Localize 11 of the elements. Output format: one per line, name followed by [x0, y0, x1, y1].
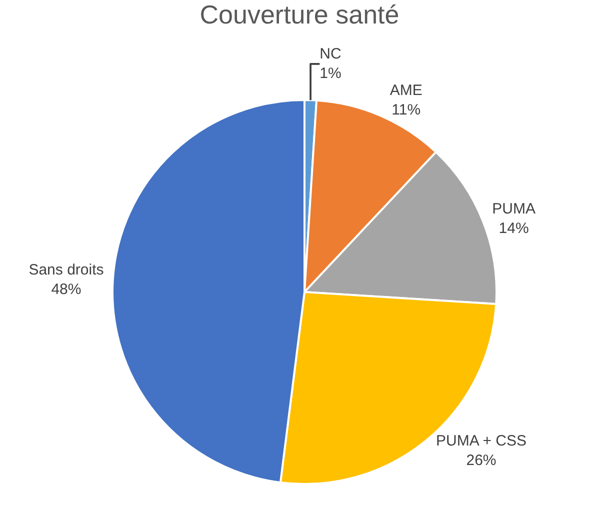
- slice-label: AME: [390, 82, 422, 100]
- data-label: 1%: [320, 65, 342, 82]
- slice-label: NC: [320, 46, 342, 63]
- slice-label: Sans droits: [28, 262, 104, 279]
- data-label: 48%: [51, 281, 82, 298]
- data-label: 26%: [466, 452, 496, 470]
- data-label: 14%: [498, 220, 529, 238]
- slice-label: PUMA + CSS: [436, 432, 526, 450]
- slice-label: PUMA: [492, 200, 536, 218]
- chart-title: Couverture santé: [200, 0, 400, 30]
- data-label: 11%: [392, 102, 421, 119]
